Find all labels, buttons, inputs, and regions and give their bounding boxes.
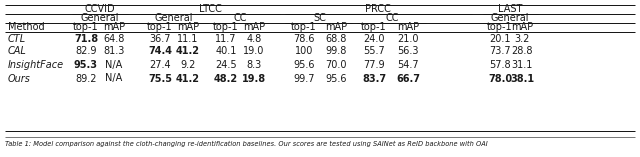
Text: General: General [155, 13, 193, 23]
Text: Table 1: Model comparison against the cloth-changing re-identification baselines: Table 1: Model comparison against the cl… [5, 141, 488, 146]
Text: 70.0: 70.0 [325, 60, 347, 70]
Text: PRCC: PRCC [365, 5, 391, 14]
Text: 95.6: 95.6 [325, 73, 347, 84]
Text: 48.2: 48.2 [214, 73, 238, 84]
Text: 95.6: 95.6 [293, 60, 315, 70]
Text: 4.8: 4.8 [246, 34, 262, 44]
Text: 78.6: 78.6 [293, 34, 315, 44]
Text: 24.5: 24.5 [215, 60, 237, 70]
Text: mAP: mAP [511, 22, 533, 32]
Text: SC: SC [314, 13, 326, 23]
Text: 77.9: 77.9 [363, 60, 385, 70]
Text: 81.3: 81.3 [103, 46, 125, 57]
Text: CAL: CAL [8, 46, 27, 57]
Text: 11.1: 11.1 [177, 34, 198, 44]
Text: 75.5: 75.5 [148, 73, 172, 84]
Text: 3.2: 3.2 [515, 34, 530, 44]
Text: 27.4: 27.4 [149, 60, 171, 70]
Text: 68.8: 68.8 [325, 34, 347, 44]
Text: mAP: mAP [325, 22, 347, 32]
Text: 40.1: 40.1 [215, 46, 237, 57]
Text: 19.8: 19.8 [242, 73, 266, 84]
Text: 11.7: 11.7 [215, 34, 237, 44]
Text: CTL: CTL [8, 34, 26, 44]
Text: N/A: N/A [106, 60, 123, 70]
Text: LTCC: LTCC [198, 5, 221, 14]
Text: 38.1: 38.1 [510, 73, 534, 84]
Text: 71.8: 71.8 [74, 34, 98, 44]
Text: 41.2: 41.2 [176, 46, 200, 57]
Text: N/A: N/A [106, 73, 123, 84]
Text: CC: CC [385, 13, 399, 23]
Text: 55.7: 55.7 [363, 46, 385, 57]
Text: CC: CC [233, 13, 247, 23]
Text: 89.2: 89.2 [76, 73, 97, 84]
Text: 57.8: 57.8 [489, 60, 511, 70]
Text: 8.3: 8.3 [246, 60, 262, 70]
Text: 74.4: 74.4 [148, 46, 172, 57]
Text: CCVID: CCVID [84, 5, 115, 14]
Text: Method: Method [8, 22, 45, 32]
Text: General: General [81, 13, 119, 23]
Text: 83.7: 83.7 [362, 73, 386, 84]
Text: Ours: Ours [8, 73, 31, 84]
Text: top-1: top-1 [361, 22, 387, 32]
Text: top-1: top-1 [487, 22, 513, 32]
Text: 100: 100 [295, 46, 313, 57]
Text: 82.9: 82.9 [76, 46, 97, 57]
Text: top-1: top-1 [213, 22, 239, 32]
Text: 20.1: 20.1 [489, 34, 511, 44]
Text: 41.2: 41.2 [176, 73, 200, 84]
Text: 99.8: 99.8 [325, 46, 347, 57]
Text: top-1: top-1 [291, 22, 317, 32]
Text: InsightFace: InsightFace [8, 60, 64, 70]
Text: mAP: mAP [103, 22, 125, 32]
Text: top-1: top-1 [147, 22, 173, 32]
Text: 73.7: 73.7 [489, 46, 511, 57]
Text: 9.2: 9.2 [180, 60, 196, 70]
Text: 31.1: 31.1 [511, 60, 532, 70]
Text: 54.7: 54.7 [397, 60, 419, 70]
Text: 56.3: 56.3 [397, 46, 419, 57]
Text: 21.0: 21.0 [397, 34, 419, 44]
Text: 66.7: 66.7 [396, 73, 420, 84]
Text: top-1: top-1 [73, 22, 99, 32]
Text: General: General [491, 13, 529, 23]
Text: 99.7: 99.7 [293, 73, 315, 84]
Text: 19.0: 19.0 [243, 46, 265, 57]
Text: 36.7: 36.7 [149, 34, 171, 44]
Text: 28.8: 28.8 [511, 46, 532, 57]
Text: 78.0: 78.0 [488, 73, 512, 84]
Text: LAST: LAST [498, 5, 522, 14]
Text: 64.8: 64.8 [103, 34, 125, 44]
Text: 95.3: 95.3 [74, 60, 98, 70]
Text: 24.0: 24.0 [364, 34, 385, 44]
Text: mAP: mAP [397, 22, 419, 32]
Text: mAP: mAP [243, 22, 265, 32]
Text: mAP: mAP [177, 22, 199, 32]
